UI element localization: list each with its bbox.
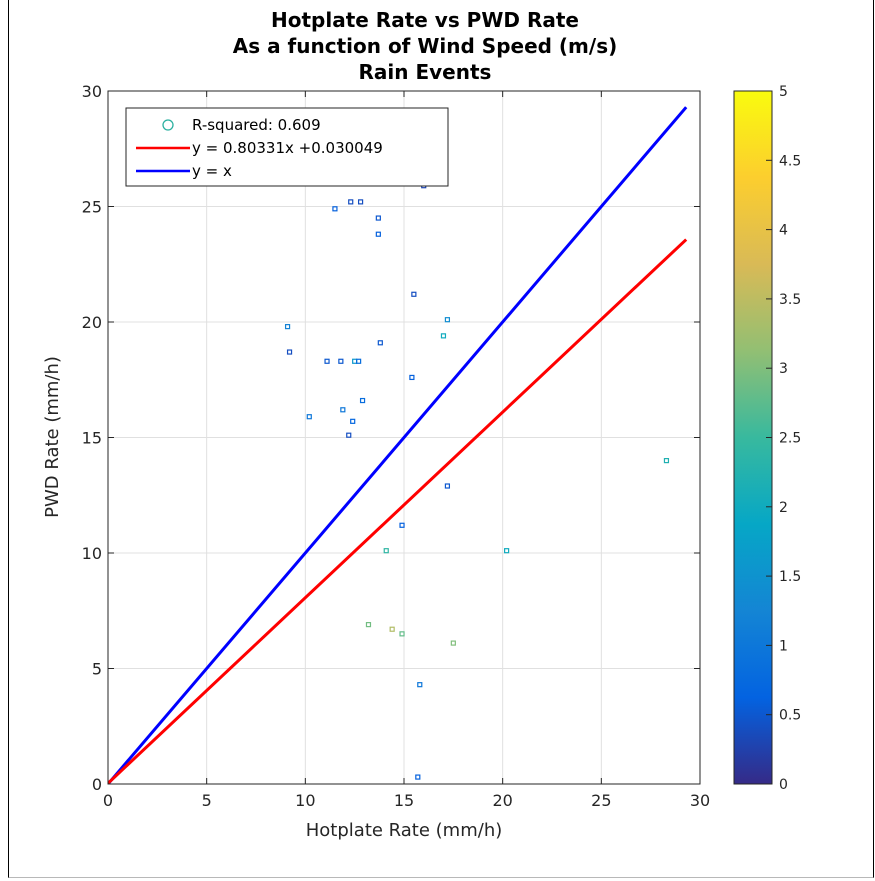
colorbar-tick-label: 4.5 [779, 153, 801, 169]
chart-title-line-2: As a function of Wind Speed (m/s) [233, 34, 618, 58]
x-tick-label: 5 [202, 791, 212, 810]
y-tick-label: 25 [82, 198, 102, 217]
scatter-points [284, 183, 670, 780]
scatter-point [411, 291, 417, 297]
colorbar-tick-label: 1.5 [779, 569, 801, 585]
y-tick-label: 5 [92, 660, 102, 679]
colorbar-tick-label: 5 [779, 84, 788, 100]
scatter-point [306, 414, 312, 420]
scatter-point [350, 418, 356, 424]
scatter-point [383, 548, 389, 554]
x-tick-label: 20 [492, 791, 512, 810]
scatter-point [324, 358, 330, 364]
scatter-point [375, 231, 381, 237]
y-tick-label: 10 [82, 544, 102, 563]
scatter-point [286, 349, 293, 355]
scatter-point [338, 358, 344, 364]
scatter-point [389, 626, 395, 632]
scatter-point [332, 206, 338, 212]
scatter-point [357, 199, 364, 205]
scatter-point [440, 333, 447, 339]
scatter-point [417, 682, 423, 688]
scatter-point [340, 407, 346, 413]
series-line [108, 106, 688, 784]
colorbar-tick-label: 3.5 [779, 292, 801, 308]
fit-lines [108, 106, 688, 784]
legend: R-squared: 0.609 y = 0.80331x +0.030049 … [125, 107, 449, 187]
scatter-point [399, 522, 405, 528]
chart-title-line-1: Hotplate Rate vs PWD Rate [271, 8, 579, 32]
scatter-point [284, 324, 291, 330]
colorbar-ticks [766, 90, 772, 785]
colorbar-tick-label: 2 [779, 500, 788, 516]
axis-ticks [107, 90, 701, 785]
colorbar [734, 91, 772, 784]
colorbar-tick-label: 3 [779, 361, 788, 377]
legend-circle-marker-icon [162, 119, 174, 131]
x-tick-label: 25 [591, 791, 611, 810]
chart-title-line-3: Rain Events [359, 60, 492, 84]
scatter-point [450, 640, 456, 646]
scatter-point [415, 774, 421, 780]
scatter-point [346, 432, 352, 438]
colorbar-tick-label: 2.5 [779, 431, 801, 447]
x-axis-label: Hotplate Rate (mm/h) [306, 820, 503, 841]
colorbar-tick-label: 4 [779, 223, 788, 239]
scatter-point [504, 548, 510, 554]
series-line [108, 238, 688, 784]
y-axis-label: PWD Rate (mm/h) [42, 356, 63, 518]
scatter-point [444, 317, 451, 323]
y-tick-label: 20 [82, 313, 102, 332]
x-tick-label: 15 [394, 791, 414, 810]
scatter-point [359, 397, 366, 404]
x-tick-label: 30 [690, 791, 710, 810]
legend-entry-fit: y = 0.80331x +0.030049 [192, 139, 383, 157]
scatter-point [444, 483, 451, 489]
colorbar-tick-label: 1 [779, 638, 788, 654]
scatter-point [348, 199, 354, 205]
colorbar-tick-label: 0 [779, 777, 788, 793]
scatter-point [409, 374, 415, 381]
legend-entry-identity: y = x [192, 162, 232, 180]
colorbar-tick-label: 0.5 [779, 708, 801, 724]
scatter-point [399, 631, 405, 637]
legend-entry-r-squared: R-squared: 0.609 [192, 116, 321, 134]
y-tick-label: 15 [82, 429, 102, 448]
scatter-point [377, 340, 383, 346]
y-tick-label: 0 [92, 775, 102, 794]
scatter-point [663, 458, 670, 464]
scatter-point [356, 358, 362, 364]
x-tick-label: 0 [103, 791, 113, 810]
scatter-point [375, 215, 381, 221]
scatter-point [365, 622, 372, 628]
y-tick-label: 30 [82, 82, 102, 101]
x-tick-label: 10 [295, 791, 315, 810]
